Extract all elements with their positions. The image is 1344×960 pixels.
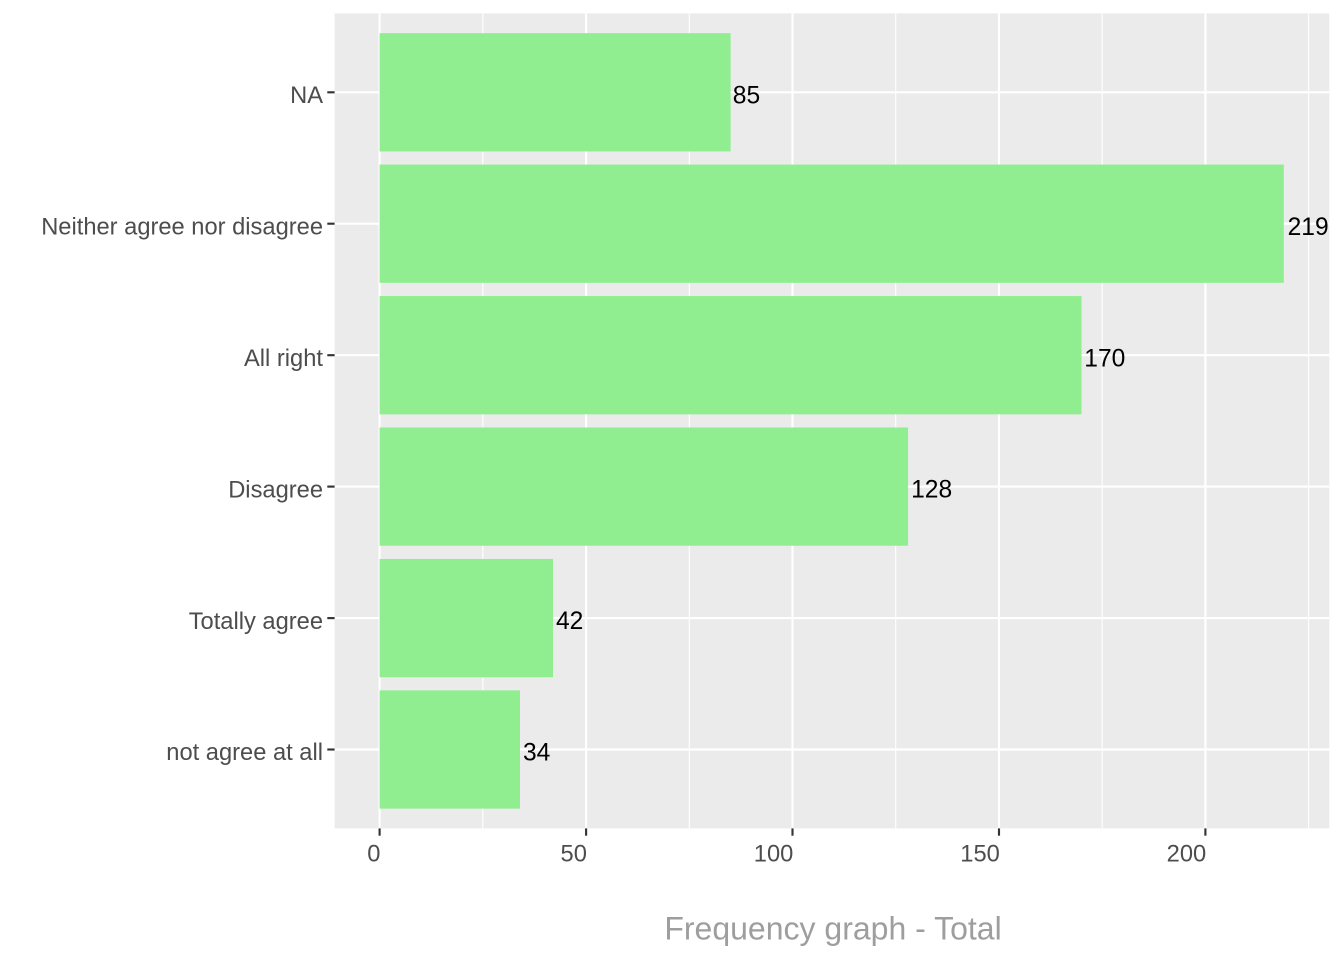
svg-text:100: 100	[754, 841, 794, 867]
svg-text:Frequency graph - Total: Frequency graph - Total	[664, 910, 1001, 946]
svg-text:not agree at all: not agree at all	[166, 740, 323, 766]
svg-text:34: 34	[523, 740, 550, 767]
svg-text:NA: NA	[290, 83, 323, 109]
svg-text:All right: All right	[244, 346, 323, 372]
svg-text:0: 0	[367, 841, 380, 867]
svg-text:128: 128	[911, 477, 952, 504]
svg-text:50: 50	[561, 841, 587, 867]
svg-text:170: 170	[1084, 345, 1125, 372]
svg-text:Totally agree: Totally agree	[189, 609, 323, 635]
svg-text:42: 42	[556, 608, 583, 635]
svg-text:85: 85	[733, 82, 760, 109]
svg-text:200: 200	[1167, 841, 1207, 867]
svg-text:219: 219	[1288, 214, 1329, 241]
svg-text:150: 150	[960, 841, 1000, 867]
svg-text:Neither agree nor disagree: Neither agree nor disagree	[41, 214, 323, 240]
svg-text:Disagree: Disagree	[228, 477, 323, 503]
